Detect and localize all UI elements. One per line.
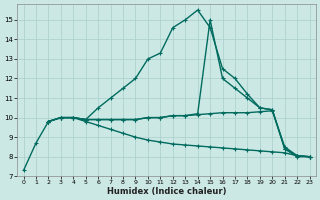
- X-axis label: Humidex (Indice chaleur): Humidex (Indice chaleur): [107, 187, 226, 196]
